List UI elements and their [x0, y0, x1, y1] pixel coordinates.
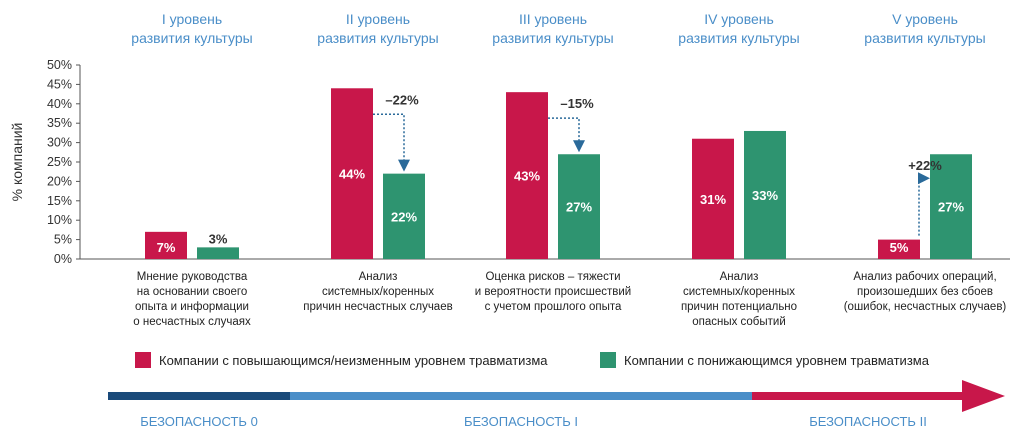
y-tick-label: 20%: [47, 174, 72, 188]
y-tick-label: 0%: [54, 252, 72, 266]
delta-label: –15%: [560, 96, 594, 111]
bar-increasing: [692, 138, 734, 259]
y-tick-label: 5%: [54, 233, 72, 247]
safety-scale: БЕЗОПАСНОСТЬ 0 БЕЗОПАСНОСТЬ I БЕЗОПАСНОСТЬ…: [108, 380, 1005, 429]
category-description: и вероятности происшествий: [475, 286, 631, 298]
delta-arrow: [548, 117, 585, 153]
category-description: о несчастных случаях: [133, 316, 251, 328]
safety-segment: [752, 392, 965, 400]
delta-arrow: [918, 172, 930, 236]
level-header: V уровень: [892, 11, 958, 27]
level-header: развития культуры: [317, 30, 438, 46]
delta-label: +22%: [908, 158, 942, 173]
bar-decreasing: [383, 173, 425, 259]
safety-arrowhead: [962, 380, 1005, 412]
bar-decreasing: [197, 247, 239, 259]
y-tick-label: 30%: [47, 136, 72, 150]
bar-increasing: [506, 92, 548, 259]
category-description: опасных событий: [692, 316, 786, 328]
level-header: развития культуры: [492, 30, 613, 46]
delta-label: –22%: [385, 92, 419, 107]
level-header: развития культуры: [864, 30, 985, 46]
legend-swatch: [600, 352, 616, 368]
delta-arrow: [373, 113, 410, 172]
category-description: Анализ: [720, 271, 759, 283]
category-description: системных/коренных: [683, 286, 795, 298]
delta-annotations: –22% –15% +22%: [373, 92, 942, 236]
legend-swatch: [135, 352, 151, 368]
level-headers: I уровень развития культуры II уровень разв…: [131, 11, 985, 46]
y-tick-label: 35%: [47, 116, 72, 130]
bar-value-label: 27%: [938, 200, 964, 215]
level-header: I уровень: [162, 11, 222, 27]
bar-value-label: 5%: [890, 240, 909, 255]
bar-value-label: 22%: [391, 209, 417, 224]
bar-value-label: 3%: [209, 231, 228, 246]
level-header: II уровень: [346, 11, 410, 27]
y-tick-label: 50%: [47, 58, 72, 72]
safety-segment: [290, 392, 752, 400]
level-header: развития культуры: [131, 30, 252, 46]
bar-value-label: 7%: [157, 240, 176, 255]
y-tick-label: 15%: [47, 194, 72, 208]
category-description: опыта и информации: [135, 301, 249, 313]
category-description: системных/коренных: [322, 286, 434, 298]
category-description: Анализ рабочих операций,: [853, 271, 996, 283]
category-description: с учетом прошлого опыта: [485, 301, 622, 313]
category-descriptions: Мнение руководства на основании своего опы…: [133, 271, 1006, 328]
legend-label: Компании с понижающимся уровнем травмати…: [624, 353, 930, 368]
bar-value-label: 27%: [566, 200, 592, 215]
bar-increasing: [145, 231, 187, 259]
level-header: III уровень: [519, 11, 587, 27]
safety-label: БЕЗОПАСНОСТЬ 0: [140, 414, 258, 429]
bar-value-label: 43%: [514, 169, 540, 184]
bar-value-label: 31%: [700, 192, 726, 207]
bar-decreasing: [744, 130, 786, 259]
y-tick-label: 25%: [47, 155, 72, 169]
safety-label: БЕЗОПАСНОСТЬ I: [464, 414, 578, 429]
bar-value-label: 44%: [339, 167, 365, 182]
level-header: IV уровень: [704, 11, 774, 27]
y-tick-label: 45%: [47, 77, 72, 91]
legend-label: Компании с повышающимся/неизменным уровн…: [159, 353, 548, 368]
category-description: Мнение руководства: [137, 271, 248, 283]
level-header: развития культуры: [678, 30, 799, 46]
bar-decreasing: [930, 154, 972, 259]
category-description: произошедших без сбоев: [857, 286, 993, 298]
category-description: Анализ: [359, 271, 398, 283]
y-tick-label: 10%: [47, 213, 72, 227]
y-axis-label: % компаний: [9, 123, 25, 202]
bar-value-label: 33%: [752, 188, 778, 203]
legend: Компании с повышающимся/неизменным уровн…: [135, 352, 930, 368]
category-description: причин потенциально: [681, 301, 797, 313]
bar-decreasing: [558, 154, 600, 259]
safety-label: БЕЗОПАСНОСТЬ II: [809, 414, 927, 429]
category-description: (ошибок, несчастных случаев): [844, 301, 1007, 313]
category-description: Оценка рисков – тяжести: [485, 271, 620, 283]
bar-increasing: [331, 88, 373, 259]
safety-segment: [108, 392, 290, 400]
category-description: причин несчастных случаев: [303, 301, 452, 313]
category-description: на основании своего: [137, 286, 247, 298]
bar-increasing: [878, 239, 920, 259]
y-tick-label: 40%: [47, 97, 72, 111]
bars: 7% 3% 44% 22% 43% 27% 31% 33% 5% 27%: [145, 88, 972, 259]
